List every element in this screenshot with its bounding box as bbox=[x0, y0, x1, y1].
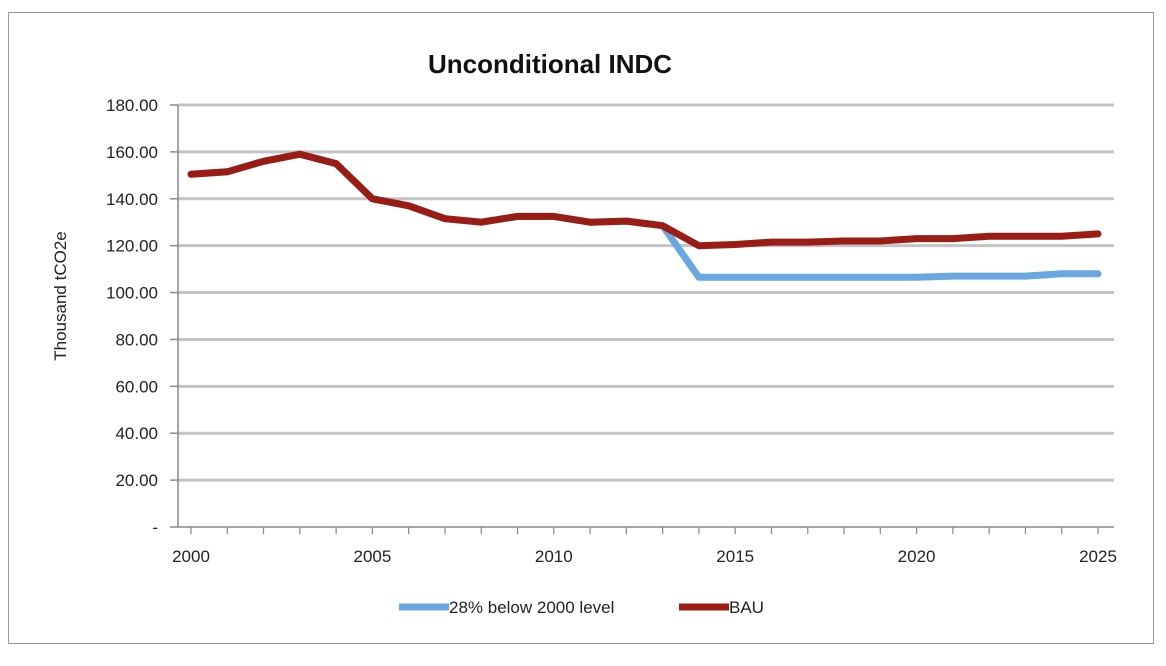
y-tick-label: 80.00 bbox=[115, 330, 158, 349]
y-tick-label: 140.00 bbox=[106, 190, 158, 209]
x-tick-label: 2015 bbox=[716, 547, 754, 566]
y-tick-label: 20.00 bbox=[115, 471, 158, 490]
series-line-0 bbox=[187, 150, 1102, 281]
x-tick-label: 2020 bbox=[898, 547, 936, 566]
gridlines bbox=[178, 103, 1114, 482]
legend: 28% below 2000 level BAU bbox=[399, 598, 764, 617]
y-tick-label: 160.00 bbox=[106, 143, 158, 162]
y-tick-label: 120.00 bbox=[106, 237, 158, 256]
y-tick-label: 40.00 bbox=[115, 424, 158, 443]
y-tick-label: 100.00 bbox=[106, 284, 158, 303]
x-tick-label: 2025 bbox=[1079, 547, 1117, 566]
y-tick-label: 60.00 bbox=[115, 377, 158, 396]
series-line-1 bbox=[187, 150, 1102, 250]
axes bbox=[177, 105, 1114, 528]
legend-label: BAU bbox=[729, 598, 764, 617]
x-tick-labels: 2000 2005 2010 2015 2020 2025 bbox=[172, 527, 1117, 566]
series-lines bbox=[187, 150, 1102, 281]
chart-title: Unconditional INDC bbox=[428, 49, 672, 79]
y-tick-label: 180.00 bbox=[106, 96, 158, 115]
x-tick-label: 2005 bbox=[353, 547, 391, 566]
chart-frame bbox=[8, 12, 1154, 644]
y-tick-label: - bbox=[152, 518, 158, 537]
x-tick-label: 2010 bbox=[535, 547, 573, 566]
y-tick-labels: - 20.00 40.00 60.00 80.00 100.00 120.00 140.00 1… bbox=[106, 96, 178, 537]
y-axis-label: Thousand tCO2e bbox=[51, 231, 70, 360]
x-tick-label: 2000 bbox=[172, 547, 210, 566]
legend-label: 28% below 2000 level bbox=[449, 598, 614, 617]
